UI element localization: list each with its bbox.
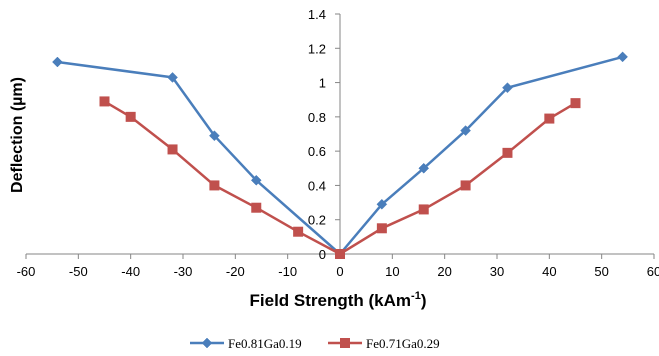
x-tick-label: 0 bbox=[336, 264, 343, 279]
data-point bbox=[99, 96, 110, 107]
x-axis-title-close: ) bbox=[421, 291, 427, 310]
x-tick-label: -10 bbox=[278, 264, 297, 279]
x-tick-label: 40 bbox=[542, 264, 556, 279]
data-point bbox=[335, 249, 345, 259]
legend-item-1: Fe0.81Ga0.19 bbox=[190, 336, 302, 351]
data-point bbox=[570, 98, 581, 109]
x-tick-label: -20 bbox=[226, 264, 245, 279]
y-tick-label: 0.8 bbox=[308, 110, 326, 125]
data-point bbox=[418, 204, 429, 215]
data-point bbox=[209, 180, 220, 191]
x-tick-label: 20 bbox=[437, 264, 451, 279]
x-tick-label: -30 bbox=[174, 264, 193, 279]
legend: Fe0.81Ga0.19 Fe0.71Ga0.29 bbox=[190, 336, 440, 351]
x-axis-title-sup: -1 bbox=[411, 290, 421, 302]
y-tick-label: 1.4 bbox=[308, 7, 326, 22]
x-tick-label: 10 bbox=[385, 264, 399, 279]
x-ticks: -60 -50 -40 -30 -20 -10 0 10 20 30 40 50 60 bbox=[17, 254, 659, 279]
data-point bbox=[376, 198, 388, 210]
data-point bbox=[418, 162, 430, 174]
x-axis-title: Field Strength (kAm-1) bbox=[250, 290, 427, 310]
series-1 bbox=[52, 51, 628, 260]
y-tick-label: 0.4 bbox=[308, 178, 326, 193]
legend-marker bbox=[340, 338, 350, 348]
data-point bbox=[125, 111, 136, 122]
data-point bbox=[502, 147, 513, 158]
legend-label: Fe0.71Ga0.29 bbox=[366, 336, 440, 351]
y-tick-label: 0.2 bbox=[308, 213, 326, 228]
data-point bbox=[250, 174, 262, 186]
data-point bbox=[167, 144, 178, 155]
data-point bbox=[209, 130, 220, 142]
series-2 bbox=[99, 96, 581, 259]
data-point bbox=[376, 223, 387, 234]
data-point bbox=[460, 125, 471, 136]
y-tick-label: 0 bbox=[319, 247, 326, 262]
data-point bbox=[544, 113, 555, 124]
y-tick-label: 1 bbox=[319, 76, 326, 91]
x-tick-label: 30 bbox=[490, 264, 504, 279]
x-tick-label: -50 bbox=[69, 264, 88, 279]
data-point bbox=[251, 202, 262, 213]
data-point bbox=[460, 180, 471, 191]
legend-item-2: Fe0.71Ga0.29 bbox=[328, 336, 440, 351]
series-line bbox=[57, 55, 623, 256]
series-layer bbox=[52, 51, 628, 260]
x-tick-label: -40 bbox=[121, 264, 140, 279]
y-axis-title: Deflection (µm) bbox=[9, 77, 26, 193]
x-tick-label: 50 bbox=[594, 264, 608, 279]
x-axis-title-main: Field Strength (kAm bbox=[250, 291, 412, 310]
data-point bbox=[293, 226, 304, 237]
y-tick-label: 1.2 bbox=[308, 41, 326, 56]
x-tick-label: -60 bbox=[17, 264, 36, 279]
legend-marker bbox=[201, 337, 213, 349]
data-point bbox=[502, 82, 513, 94]
axes-group: -60 -50 -40 -30 -20 -10 0 10 20 30 40 50 60 00.20.40… bbox=[17, 7, 659, 279]
legend-label: Fe0.81Ga0.19 bbox=[228, 336, 302, 351]
data-point bbox=[617, 51, 628, 63]
data-point bbox=[52, 56, 63, 68]
y-ticks: 0 0.2 0.4 0.6 0.8 1 1.2 1.4 bbox=[308, 7, 340, 262]
y-tick-label: 0.6 bbox=[308, 144, 326, 159]
x-tick-label: 60 bbox=[647, 264, 659, 279]
data-point bbox=[167, 72, 178, 83]
